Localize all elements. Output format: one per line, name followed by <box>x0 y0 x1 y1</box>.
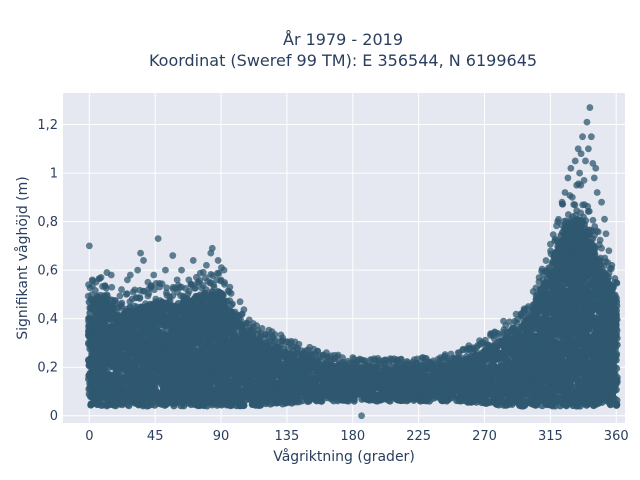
data-point <box>118 401 126 409</box>
data-points <box>84 104 621 420</box>
